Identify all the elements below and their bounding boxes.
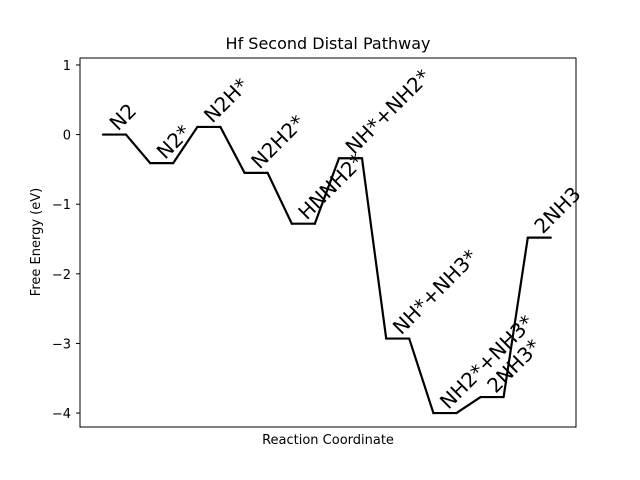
connector-line	[313, 157, 341, 225]
state-label: NH*+NH2*	[341, 64, 435, 158]
connector-line	[124, 133, 152, 165]
connector-line	[360, 157, 388, 340]
connector-line	[219, 125, 246, 174]
y-tick-label: −4	[52, 407, 71, 422]
state-label: HNNH2*	[293, 149, 368, 224]
connector-line	[172, 125, 199, 165]
state-label: 2NH3	[529, 182, 585, 238]
x-axis-title: Reaction Coordinate	[262, 433, 394, 448]
y-axis-title: Free Energy (eV)	[29, 188, 44, 296]
state-labels: N2N2*N2H*N2H2*HNNH2*NH*+NH2*NH*+NH3*NH2*…	[105, 64, 586, 413]
y-tick-label: 0	[63, 129, 71, 144]
y-tick-label: −3	[52, 337, 71, 352]
y-tick-label: −2	[52, 268, 71, 283]
plot-frame	[79, 57, 577, 428]
energy-series	[101, 125, 552, 415]
connector-line	[455, 395, 482, 415]
state-label: N2*	[152, 120, 196, 164]
connector-line	[266, 171, 293, 225]
chart-title: Hf Second Distal Pathway	[226, 34, 431, 53]
state-label: N2	[105, 99, 142, 136]
y-axis: 1 0 −1 −2 −3 −4	[52, 59, 80, 422]
connector-line	[408, 337, 435, 415]
connector-line	[502, 236, 529, 399]
y-tick-label: −1	[52, 198, 71, 213]
state-label: N2H2*	[246, 110, 309, 173]
y-tick-label: 1	[63, 59, 71, 74]
state-label: N2H*	[199, 73, 253, 127]
state-label: NH*+NH3*	[388, 245, 482, 339]
